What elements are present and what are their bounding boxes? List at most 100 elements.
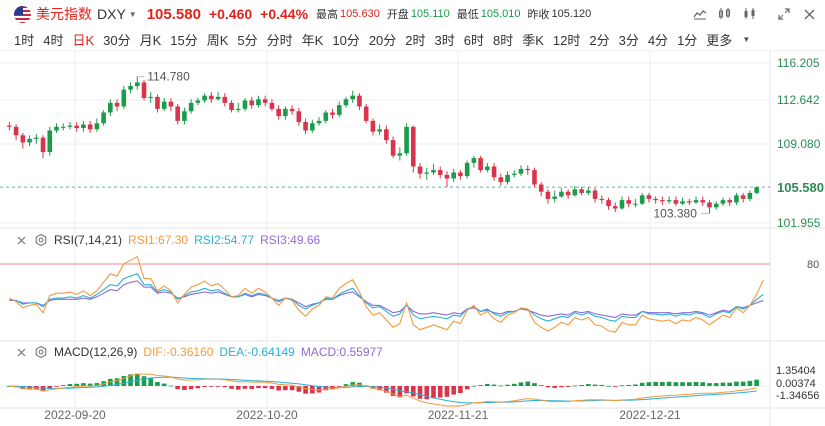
stat-label: 最高 xyxy=(316,9,339,21)
macd-histogram-bar xyxy=(606,385,611,387)
bar-chart-icon[interactable] xyxy=(715,5,735,23)
period-tab[interactable]: 8时 xyxy=(492,32,514,48)
macd-histogram-bar xyxy=(740,381,746,386)
expand-icon[interactable] xyxy=(774,5,794,23)
period-tab[interactable]: 1时 xyxy=(14,32,35,48)
candle-body xyxy=(559,191,564,197)
period-tab[interactable]: 年K xyxy=(301,32,324,48)
high-annotation: 114.780 xyxy=(147,70,190,84)
candle-body xyxy=(471,158,477,163)
period-tab[interactable]: 更多 xyxy=(706,32,733,48)
chart-toolbar xyxy=(690,5,819,23)
macd-histogram-bar xyxy=(619,385,625,387)
period-tab[interactable]: 分时 xyxy=(266,32,293,48)
period-tab[interactable]: 20分 xyxy=(368,32,397,48)
macd-histogram-bar xyxy=(256,386,261,389)
macd-histogram-bar xyxy=(128,374,133,386)
macd-histogram-bar xyxy=(316,386,322,393)
macd-axis-tick: -1.34656 xyxy=(776,390,819,402)
macd-histogram-bar xyxy=(444,386,450,397)
candle-body xyxy=(485,166,490,171)
candle-body xyxy=(74,125,79,129)
candle-body xyxy=(161,101,167,109)
candle-body xyxy=(673,200,679,204)
candle-body xyxy=(121,89,127,107)
candle-body xyxy=(350,95,356,100)
macd-histogram-bar xyxy=(20,386,26,390)
period-tab[interactable]: 2分 xyxy=(589,32,610,48)
period-tab[interactable]: 10分 xyxy=(332,32,360,48)
line-chart-icon[interactable] xyxy=(690,5,710,23)
macd-histogram-bar xyxy=(612,386,618,387)
candle-body xyxy=(67,125,73,127)
candle-body xyxy=(586,190,591,193)
candle-body xyxy=(451,172,456,179)
macd-histogram-bar xyxy=(666,381,672,386)
macd-histogram-bar xyxy=(60,385,66,386)
macd-histogram-bar xyxy=(538,385,544,386)
candle-body xyxy=(343,99,349,106)
candle-body xyxy=(518,168,524,174)
period-tab[interactable]: 月K xyxy=(139,32,162,48)
period-tab[interactable]: 5分 xyxy=(237,32,258,48)
close-indicator-icon[interactable] xyxy=(14,345,28,359)
macd-histogram-bar xyxy=(431,386,436,399)
symbol-code[interactable]: DXY xyxy=(97,6,126,22)
macd-histogram-bar xyxy=(215,386,221,387)
candle-body xyxy=(283,108,288,117)
gear-icon[interactable] xyxy=(34,233,48,247)
period-tab[interactable]: 3分 xyxy=(618,32,639,48)
macd-histogram-bar xyxy=(518,382,524,386)
period-tab[interactable]: 周K xyxy=(206,32,229,48)
close-indicator-icon[interactable] xyxy=(14,233,28,247)
chart-canvas[interactable]: 116.205 112.642 109.080 101.955 105.580 114.7… xyxy=(0,50,825,426)
macd-histogram-bar xyxy=(155,381,160,386)
macd-histogram-bar xyxy=(87,383,93,386)
macd-histogram-bar xyxy=(451,386,456,395)
period-tab[interactable]: 2时 xyxy=(405,32,426,48)
stat-value: 105.120 xyxy=(551,8,592,20)
candle-body xyxy=(256,99,261,106)
period-tab[interactable]: 12时 xyxy=(552,32,581,48)
last-price: 105.580 xyxy=(146,5,201,23)
period-tab[interactable]: 季K xyxy=(522,32,544,48)
macd-histogram-bar xyxy=(545,386,551,388)
candlestick-icon[interactable] xyxy=(740,5,760,23)
macd-histogram-bar xyxy=(54,386,59,387)
candle-body xyxy=(646,195,652,199)
macd-histogram-bar xyxy=(747,380,753,386)
macd-histogram-bar xyxy=(532,383,537,386)
symbol-dropdown-caret-icon[interactable]: ▼ xyxy=(128,9,137,19)
macd-histogram-bar xyxy=(242,386,248,389)
period-tab[interactable]: 6时 xyxy=(463,32,484,48)
close-icon[interactable] xyxy=(799,5,819,23)
candle-body xyxy=(209,95,214,100)
macd-histogram-bar xyxy=(121,375,127,386)
period-tab[interactable]: 日K xyxy=(72,32,95,48)
candle-body xyxy=(54,126,59,131)
macd-histogram-bar xyxy=(424,386,430,400)
price-axis-tick: 112.642 xyxy=(777,93,820,107)
period-tab[interactable]: 15分 xyxy=(170,32,198,48)
gear-icon[interactable] xyxy=(34,345,48,359)
macd-histogram-bar xyxy=(579,385,584,386)
date-axis-label: 2022-09-20 xyxy=(44,408,106,422)
macd-histogram-bar xyxy=(94,383,100,386)
period-tab[interactable]: 4分 xyxy=(647,32,669,48)
candle-body xyxy=(532,170,537,185)
macd-histogram-bar xyxy=(262,386,268,389)
period-tab[interactable]: 3时 xyxy=(434,32,455,48)
more-dropdown-icon[interactable]: ▼ xyxy=(742,34,751,44)
period-tab[interactable]: 4时 xyxy=(43,32,64,48)
period-tab[interactable]: 30分 xyxy=(103,32,131,48)
period-tab[interactable]: 1分 xyxy=(677,32,698,48)
macd-legend: MACD(12,26,9) DIF:-0.36160 DEA:-0.64149 … xyxy=(14,344,389,360)
rsi1-value: RSI1:67.30 xyxy=(128,233,189,247)
macd-histogram-bar xyxy=(458,386,463,393)
candle-body xyxy=(336,105,342,115)
symbol-name[interactable]: 美元指数 xyxy=(36,6,92,22)
stat-value: 105.010 xyxy=(480,8,521,20)
macd-histogram-bar xyxy=(646,382,652,386)
macd-histogram-bar xyxy=(276,386,281,391)
candle-body xyxy=(424,172,430,174)
